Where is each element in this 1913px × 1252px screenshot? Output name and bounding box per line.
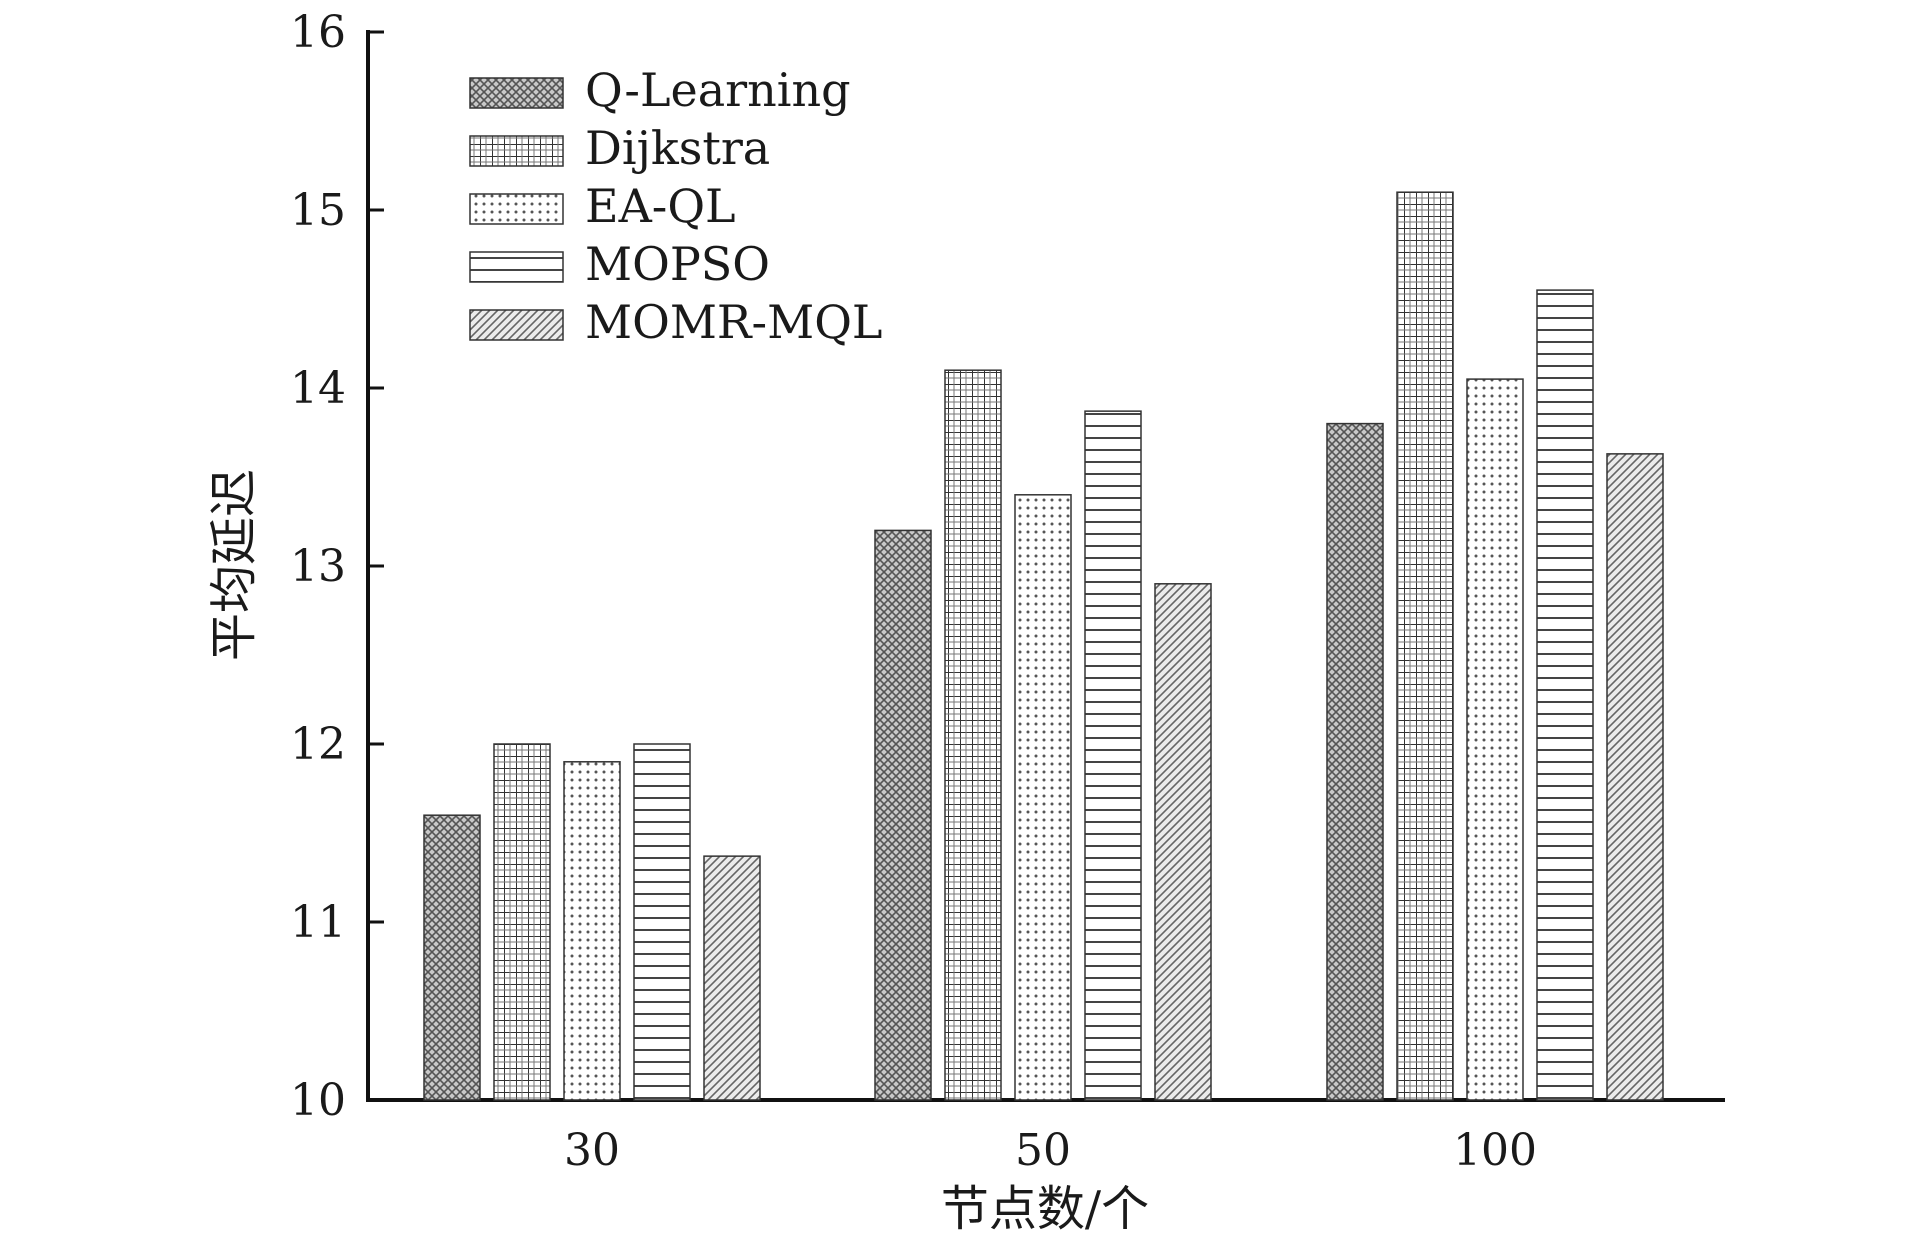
bar-mopso-100 [1536,289,1594,1101]
bar-ea-ql-30 [563,761,621,1101]
x-tick-label: 100 [1453,1125,1537,1176]
y-tick-label: 15 [290,185,346,236]
legend-swatch [469,193,564,225]
y-tick-label: 12 [290,719,346,770]
bar-dijkstra-30 [493,743,551,1101]
bar-q-learning-100 [1326,422,1384,1101]
bar-dijkstra-50 [944,369,1002,1101]
y-ticks: 10 11 12 13 14 15 16 [290,7,384,1126]
y-tick-label: 13 [290,541,346,592]
bar-momr-mql-30 [703,855,761,1101]
legend-label: Dijkstra [585,121,770,175]
x-ticks: 30 50 100 [564,1125,1537,1176]
y-tick-label: 11 [290,897,346,948]
bar-mopso-30 [633,743,691,1101]
legend-swatch [469,251,564,283]
bar-ea-ql-50 [1014,494,1072,1101]
bar-ea-ql-100 [1466,378,1524,1101]
y-tick-label: 10 [290,1075,346,1126]
legend-swatch [469,77,564,109]
x-axis-label: 节点数/个 [941,1181,1149,1237]
bars [423,191,1664,1101]
bar-momr-mql-100 [1606,453,1664,1101]
bar-momr-mql-50 [1154,583,1212,1101]
legend-swatch [469,309,564,341]
legend-label: MOPSO [585,237,770,291]
bar-q-learning-50 [874,529,932,1101]
x-tick-label: 30 [564,1125,620,1176]
y-axis-label: 平均延迟 [206,469,262,661]
bar-dijkstra-100 [1396,191,1454,1101]
bar-mopso-50 [1084,410,1142,1101]
x-tick-label: 50 [1015,1125,1071,1176]
legend-label: EA-QL [585,179,736,233]
legend-label: MOMR-MQL [585,295,882,349]
y-tick-label: 16 [290,7,346,58]
legend-swatch [469,135,564,167]
y-tick-label: 14 [290,363,346,414]
bar-q-learning-30 [423,814,481,1101]
legend-label: Q-Learning [585,63,851,117]
